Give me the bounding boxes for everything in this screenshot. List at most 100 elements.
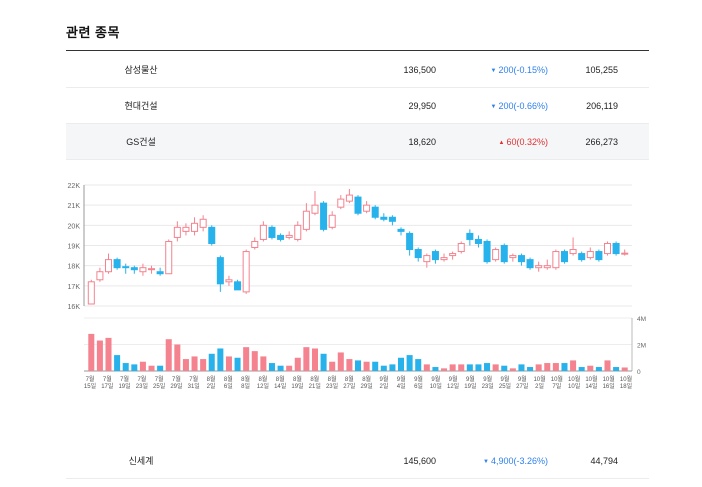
candle bbox=[483, 240, 491, 263]
stock-row-2-selected[interactable]: GS건설 18,620 ▲ 60(0.32%) 266,273 bbox=[66, 124, 649, 160]
section-title: 관련 종목 bbox=[66, 25, 120, 40]
date-tick-label: 7월 17일 bbox=[101, 375, 113, 390]
stock-name[interactable]: 현대건설 bbox=[124, 101, 158, 111]
candle bbox=[380, 216, 388, 220]
price-tick-label: 18K bbox=[68, 264, 81, 271]
date-tick-label: 8월 23일 bbox=[326, 375, 338, 390]
volume-bar bbox=[286, 365, 293, 371]
date-tick-label: 9월 6일 bbox=[414, 375, 423, 390]
candle bbox=[139, 267, 147, 273]
change-value: 60(0.32%) bbox=[506, 137, 548, 147]
stock-name[interactable]: 신세계 bbox=[128, 456, 154, 466]
volume-bar bbox=[105, 337, 112, 371]
price-tick-label: 19K bbox=[68, 244, 81, 251]
volume-bar bbox=[458, 364, 465, 371]
candle bbox=[173, 226, 181, 238]
candle bbox=[474, 238, 482, 244]
candle bbox=[406, 232, 414, 251]
volume-bar bbox=[260, 356, 267, 371]
volume-bar bbox=[595, 367, 602, 371]
volume-bar bbox=[114, 355, 121, 371]
stock-change: ▼ 200(-0.15%) bbox=[436, 52, 548, 89]
candle bbox=[234, 281, 242, 291]
volume-bar bbox=[398, 357, 405, 371]
candle bbox=[423, 255, 431, 263]
volume-bar bbox=[277, 365, 284, 371]
candle bbox=[182, 226, 190, 232]
date-tick-label: 10월 16일 bbox=[603, 375, 615, 390]
date-tick-label: 8월 27일 bbox=[343, 375, 355, 390]
date-tick-label: 8월 29일 bbox=[361, 375, 373, 390]
date-tick-label: 9월 27일 bbox=[516, 375, 528, 390]
candle bbox=[449, 253, 457, 257]
volume-bar bbox=[268, 363, 275, 371]
candle bbox=[526, 259, 534, 269]
candle bbox=[130, 267, 138, 271]
date-tick-label: 10월 7일 bbox=[551, 375, 563, 390]
volume-bar bbox=[492, 364, 499, 371]
volume-bar bbox=[570, 360, 577, 371]
down-arrow-icon: ▼ bbox=[490, 104, 497, 110]
candle bbox=[388, 216, 396, 222]
candle bbox=[311, 204, 319, 214]
price-tick-label: 17K bbox=[68, 284, 81, 291]
candle bbox=[87, 281, 95, 305]
volume-bar bbox=[174, 344, 181, 371]
volume-bar bbox=[354, 360, 362, 371]
date-tick-label: 8월 19일 bbox=[291, 375, 303, 390]
stock-row-0[interactable]: 삼성물산 136,500 ▼ 200(-0.15%) 105,255 bbox=[66, 52, 649, 88]
volume-bars bbox=[88, 333, 628, 371]
volume-bar bbox=[578, 367, 585, 371]
candle bbox=[457, 242, 465, 253]
date-tick-label: 9월 2일 bbox=[380, 375, 389, 390]
date-tick-label: 9월 10일 bbox=[430, 375, 442, 390]
candle bbox=[122, 266, 130, 269]
volume-bar bbox=[157, 365, 164, 371]
price-tick-label: 20K bbox=[68, 223, 81, 230]
candle bbox=[294, 224, 302, 240]
candle bbox=[268, 226, 276, 238]
volume-bar bbox=[122, 363, 129, 371]
change-value: 4,900(-3.26%) bbox=[490, 456, 548, 466]
candle bbox=[603, 242, 612, 255]
date-tick-label: 10월 2일 bbox=[533, 375, 545, 390]
volume-tick-label: 4M bbox=[637, 316, 646, 323]
down-arrow-icon: ▼ bbox=[490, 68, 497, 74]
stock-price: 18,620 bbox=[408, 137, 436, 147]
date-tick-label: 7월 31일 bbox=[188, 375, 200, 390]
volume-bar bbox=[389, 364, 396, 371]
candle bbox=[251, 240, 259, 249]
date-axis: 7월 15일 7월 17일 7월 19일 7월 23일 7월 25일 7월 29일 7월 31일 8월 2일 8… bbox=[84, 375, 632, 390]
volume-bar bbox=[165, 339, 172, 371]
stock-change: ▼ 4,900(-3.26%) bbox=[436, 443, 548, 480]
candle bbox=[517, 255, 525, 263]
candle bbox=[259, 224, 267, 240]
date-tick-label: 8월 2일 bbox=[207, 375, 216, 390]
date-tick-label: 8월 14일 bbox=[274, 375, 286, 390]
date-tick-label: 10월 18일 bbox=[620, 375, 632, 390]
price-tick-label: 22K bbox=[68, 183, 81, 190]
candle bbox=[621, 252, 629, 255]
volume-bar bbox=[182, 359, 189, 371]
candle bbox=[371, 206, 379, 218]
volume-bar bbox=[251, 351, 258, 371]
stock-row-1[interactable]: 현대건설 29,950 ▼ 200(-0.66%) 206,119 bbox=[66, 88, 649, 124]
date-tick-label: 8월 21일 bbox=[309, 375, 321, 390]
date-tick-label: 9월 25일 bbox=[499, 375, 511, 390]
candle bbox=[337, 198, 345, 208]
volume-tick-label: 2M bbox=[637, 343, 646, 350]
candle bbox=[535, 265, 543, 269]
volume-bar bbox=[423, 364, 430, 371]
volume-bar bbox=[225, 356, 232, 371]
stock-name[interactable]: 삼성물산 bbox=[124, 65, 158, 75]
volume-bar bbox=[466, 364, 473, 371]
volume-bar bbox=[509, 368, 516, 371]
volume-bar bbox=[294, 357, 301, 371]
volume-bar bbox=[329, 361, 336, 371]
stock-row-bottom[interactable]: 신세계 145,600 ▼ 4,900(-3.26%) 44,794 bbox=[66, 443, 649, 479]
volume-bar bbox=[587, 365, 594, 371]
candle bbox=[397, 228, 405, 232]
stock-name[interactable]: GS건설 bbox=[126, 137, 156, 147]
price-tick-label: 21K bbox=[68, 203, 81, 210]
